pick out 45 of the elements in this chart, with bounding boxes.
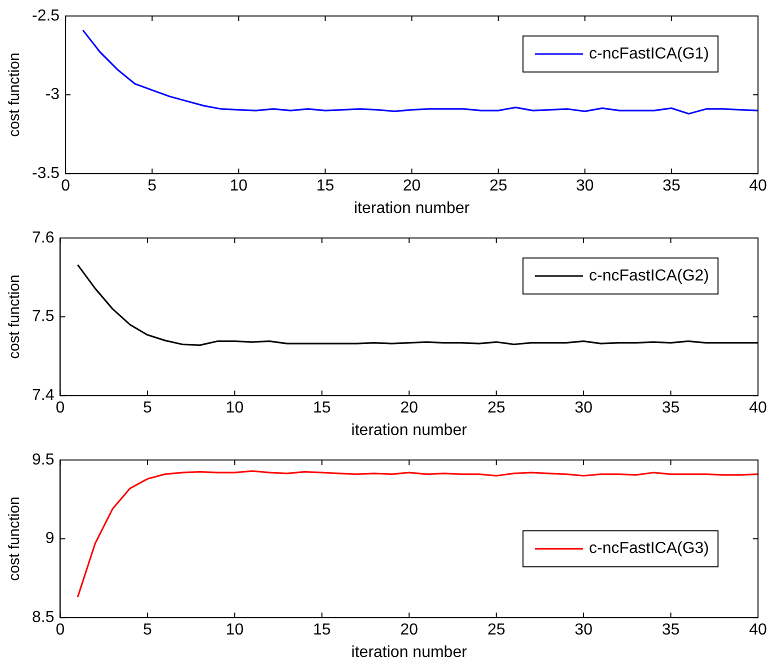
x-axis-title: iteration number <box>351 422 468 439</box>
x-tick-label: 0 <box>56 400 65 417</box>
x-tick-label: 30 <box>574 400 593 417</box>
x-tick-label: 15 <box>313 400 331 417</box>
x-tick-label: 30 <box>574 622 593 639</box>
x-tick-label: 35 <box>662 178 680 195</box>
x-tick-label: 35 <box>662 400 680 417</box>
x-tick-label: 20 <box>400 622 418 639</box>
x-tick-label: 20 <box>400 400 418 417</box>
legend-label: c-ncFastICA(G3) <box>588 540 709 558</box>
x-tick-label: 25 <box>487 622 506 639</box>
y-tick-label: -3 <box>45 86 60 104</box>
x-tick-label: 5 <box>143 622 152 639</box>
x-tick-label: 15 <box>313 622 331 639</box>
y-axis-title: cost function <box>6 496 24 581</box>
y-tick-label: 7.5 <box>32 308 54 326</box>
x-tick-label: 25 <box>487 400 506 417</box>
x-tick-label: 35 <box>662 622 680 639</box>
x-tick-label: 40 <box>749 400 767 417</box>
x-tick-label: 10 <box>226 622 244 639</box>
x-tick-label: 0 <box>56 622 65 639</box>
legend-label: c-ncFastICA(G2) <box>588 267 709 284</box>
x-tick-label: 20 <box>402 178 421 195</box>
x-tick-label: 40 <box>749 622 767 639</box>
y-tick-label: 9 <box>45 530 54 548</box>
x-tick-label: 10 <box>230 178 248 195</box>
y-tick-label: 9.5 <box>32 451 54 468</box>
x-axis-title: iteration number <box>351 644 468 661</box>
x-tick-label: 30 <box>576 178 594 195</box>
x-tick-label: 15 <box>316 178 334 195</box>
x-tick-label: 25 <box>489 178 508 195</box>
x-tick-label: 0 <box>61 178 70 195</box>
x-tick-label: 10 <box>226 400 244 417</box>
x-tick-label: 40 <box>749 178 767 195</box>
x-tick-label: 5 <box>148 178 157 195</box>
y-tick-label: 7.4 <box>32 387 54 404</box>
y-tick-label: -2.5 <box>32 7 60 24</box>
y-axis-title: cost function <box>6 52 24 137</box>
legend-label: c-ncFastICA(G1) <box>588 45 709 62</box>
y-axis-title: cost function <box>6 274 24 359</box>
y-tick-label: 7.6 <box>32 229 54 246</box>
y-tick-label: -3.5 <box>32 165 60 182</box>
x-axis-title: iteration number <box>354 200 470 217</box>
y-tick-label: 8.5 <box>32 609 54 626</box>
x-tick-label: 5 <box>143 400 152 417</box>
